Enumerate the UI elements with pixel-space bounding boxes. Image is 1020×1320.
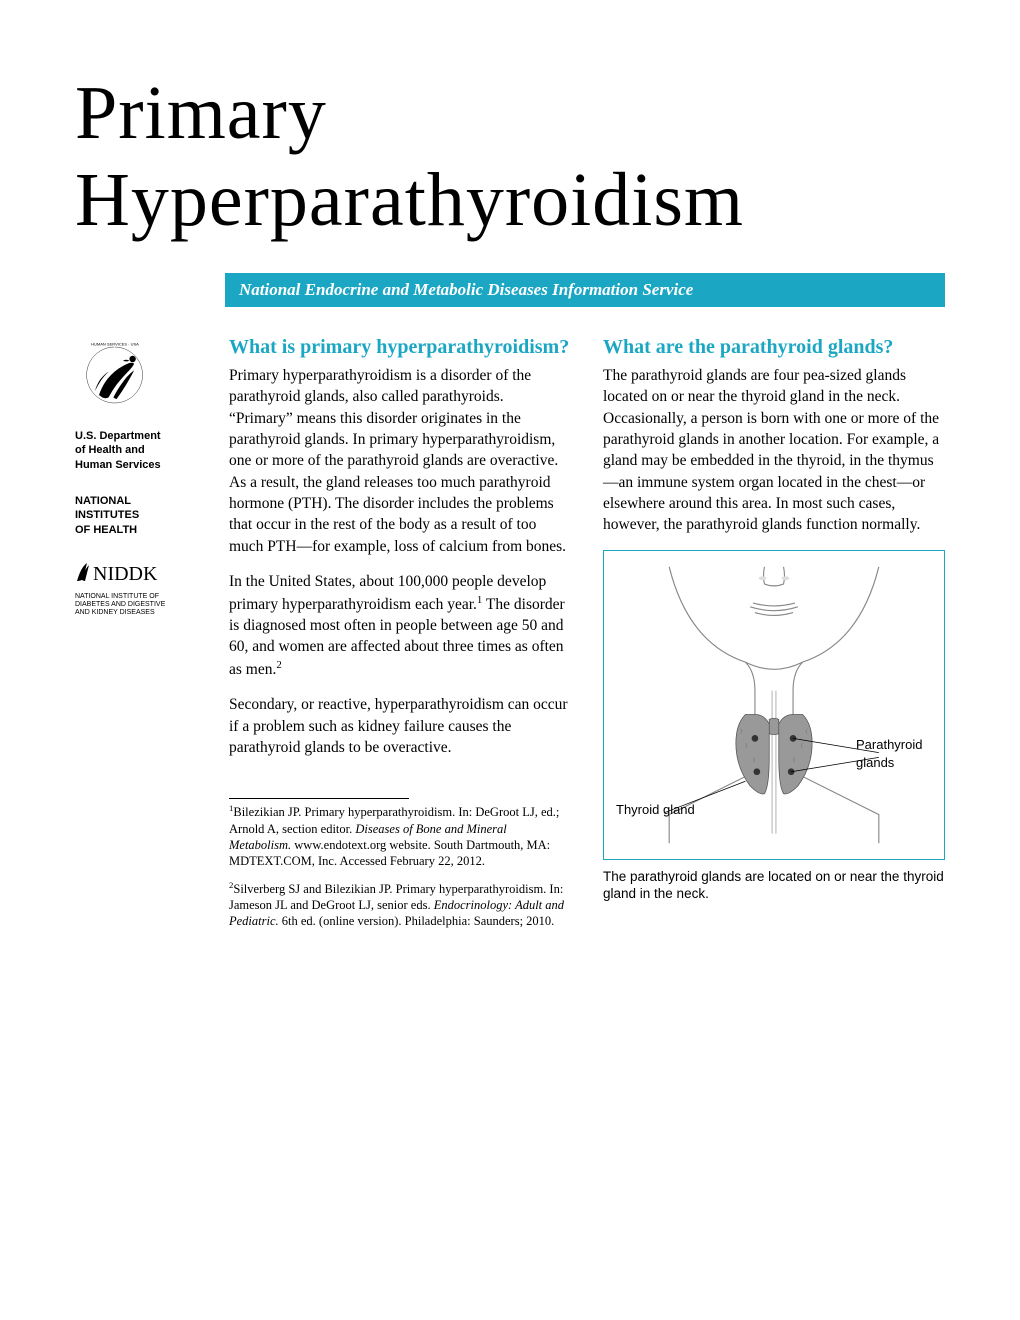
body-paragraph: The parathyroid glands are four pea-size… <box>603 365 945 536</box>
figure-caption: The parathyroid glands are located on or… <box>603 868 945 903</box>
page-title: Primary Hyperparathyroidism <box>75 70 945 245</box>
svg-text:NIDDK: NIDDK <box>93 563 158 585</box>
figure-label-parathyroid: Parathyroid glands <box>856 736 936 772</box>
section-heading-what-is: What is primary hyperparathyroidism? <box>229 335 571 359</box>
niddk-subtitle: NATIONAL INSTITUTE OF DIABETES AND DIGES… <box>75 593 205 616</box>
footnote: 1Bilezikian JP. Primary hyperparathyroid… <box>229 803 569 869</box>
label-text: Parathyroid glands <box>856 737 922 770</box>
column-right: What are the parathyroid glands? The par… <box>603 335 945 940</box>
column-left: What is primary hyperparathyroidism? Pri… <box>229 335 571 940</box>
footnote-ref: 2 <box>276 659 281 671</box>
nih-line: OF HEALTH <box>75 523 205 537</box>
nih-line: INSTITUTES <box>75 508 205 522</box>
dept-line: U.S. Department <box>75 429 205 443</box>
nih-line: NATIONAL <box>75 494 205 508</box>
dept-line: of Health and <box>75 443 205 457</box>
body-paragraph: Secondary, or reactive, hyperparathyroid… <box>229 694 571 758</box>
anatomy-figure: Thyroid gland Parathyroid glands <box>603 550 945 860</box>
service-banner: National Endocrine and Metabolic Disease… <box>225 273 945 307</box>
niddk-sub-line: AND KIDNEY DISEASES <box>75 609 205 617</box>
hhs-logo-icon: HUMAN SERVICES · USA <box>75 335 155 415</box>
body-paragraph: In the United States, about 100,000 peop… <box>229 571 571 680</box>
sidebar: HUMAN SERVICES · USA U.S. Department of … <box>75 335 205 940</box>
niddk-logo-icon: NIDDK <box>75 559 185 587</box>
footnote-text: 6th ed. (online version). Philadelphia: … <box>279 914 555 928</box>
footnote: 2Silverberg SJ and Bilezikian JP. Primar… <box>229 880 569 930</box>
label-text: Thyroid gland <box>616 802 695 817</box>
body-paragraph: Primary hyperparathyroidism is a disorde… <box>229 365 571 557</box>
nih-name: NATIONAL INSTITUTES OF HEALTH <box>75 494 205 537</box>
dept-line: Human Services <box>75 458 205 472</box>
niddk-sub-line: NATIONAL INSTITUTE OF <box>75 593 205 601</box>
niddk-logo: NIDDK NATIONAL INSTITUTE OF DIABETES AND… <box>75 559 205 616</box>
figure-label-thyroid: Thyroid gland <box>616 801 695 819</box>
svg-text:HUMAN SERVICES · USA: HUMAN SERVICES · USA <box>91 341 139 346</box>
niddk-sub-line: DIABETES AND DIGESTIVE <box>75 601 205 609</box>
section-heading-glands: What are the parathyroid glands? <box>603 335 945 359</box>
dept-name: U.S. Department of Health and Human Serv… <box>75 429 205 472</box>
